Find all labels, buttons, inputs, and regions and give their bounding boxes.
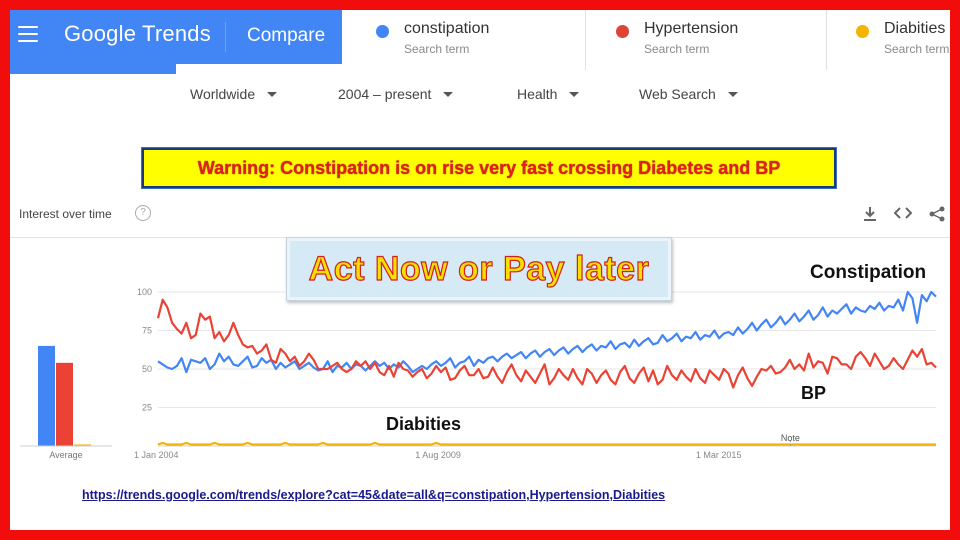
chart-axis-labels: 25 50 75 100 1 Jan 2004 1 Aug 2009 1 Mar 2015 N… [134,287,800,460]
y-tick-label: 25 [142,403,152,413]
y-tick-label: 75 [142,326,152,336]
series-line-constipation [158,292,936,372]
annotation-diabities: Diabities [386,414,461,435]
source-url-link[interactable]: https://trends.google.com/trends/explore… [82,488,665,502]
average-label: Average [49,450,82,460]
act-now-banner: Act Now or Pay later [286,237,672,301]
x-tick-label: 1 Aug 2009 [415,450,461,460]
y-tick-label: 50 [142,364,152,374]
average-bar-hypertension [56,363,73,446]
average-bar-chart: Average [20,346,112,460]
series-line-diabities [158,443,936,445]
x-tick-label: 1 Mar 2015 [696,450,742,460]
average-bar-constipation [38,346,55,446]
x-tick-label: 1 Jan 2004 [134,450,179,460]
y-tick-label: 100 [137,287,152,297]
note-label: Note [781,433,800,443]
chart-lines [158,292,936,445]
annotation-constipation: Constipation [810,262,926,284]
annotation-bp: BP [801,383,826,404]
